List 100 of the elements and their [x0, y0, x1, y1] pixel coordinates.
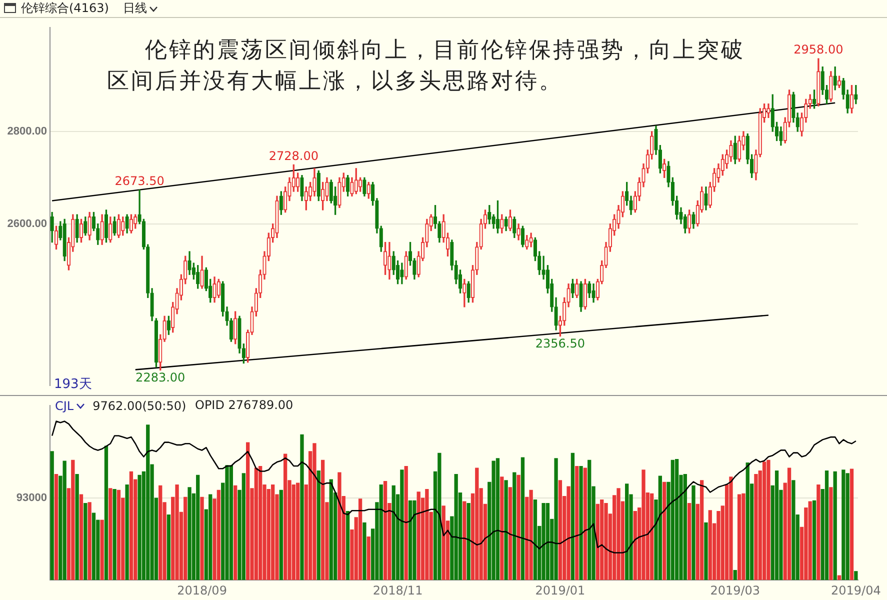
x-tick-label: 2019/01 — [535, 583, 586, 598]
candlestick — [388, 242, 392, 280]
bar — [379, 484, 383, 580]
annotation: 9762.00(50:50) — [92, 399, 186, 413]
bar — [196, 474, 200, 580]
candlestick — [520, 226, 525, 248]
candlestick — [100, 214, 104, 245]
bar — [266, 488, 270, 580]
candlestick — [850, 84, 854, 114]
candlestick — [492, 214, 496, 229]
candlestick — [362, 177, 366, 196]
bar — [575, 466, 579, 580]
candlestick — [216, 278, 221, 298]
bar — [833, 471, 837, 580]
bar — [270, 484, 275, 580]
y-tick-label: 2600.00 — [7, 218, 47, 230]
bar — [742, 493, 746, 580]
bar — [746, 462, 750, 580]
bar — [558, 480, 562, 580]
annotation: 2728.00 — [268, 148, 318, 163]
bar — [508, 487, 512, 580]
bar — [812, 500, 816, 580]
candlestick — [466, 281, 470, 303]
candlestick — [304, 186, 308, 210]
bar — [808, 501, 812, 580]
candlestick — [733, 136, 737, 164]
annotation: OPID 276789.00 — [195, 398, 294, 412]
candlestick — [516, 223, 520, 240]
bar — [588, 460, 592, 580]
bar — [674, 459, 679, 580]
bar — [766, 460, 770, 580]
bar — [683, 474, 687, 580]
annotation: 2958.00 — [794, 42, 844, 57]
bar — [75, 474, 79, 580]
bar — [408, 500, 412, 580]
annotation: 2283.00 — [136, 370, 186, 384]
bar — [546, 503, 550, 580]
bar — [492, 460, 496, 580]
chart-subtitle: 日线 — [122, 0, 147, 17]
bar — [71, 460, 75, 580]
candlestick — [570, 278, 575, 298]
candlestick — [629, 196, 633, 215]
bar — [529, 490, 533, 580]
candlestick — [325, 177, 329, 202]
bar — [554, 458, 558, 580]
bar — [296, 482, 300, 580]
candlestick — [704, 186, 708, 210]
bar — [125, 484, 129, 580]
bar — [254, 468, 258, 580]
candlestick — [212, 276, 216, 303]
candlestick — [312, 168, 316, 196]
bar — [92, 512, 96, 580]
candlestick — [508, 210, 512, 232]
x-tick-label: 2018/11 — [372, 583, 423, 598]
bar — [158, 485, 162, 580]
bar — [454, 474, 458, 580]
bar — [737, 494, 742, 580]
bar — [100, 520, 104, 580]
candlestick — [166, 316, 171, 335]
bar — [837, 575, 842, 580]
candlestick — [75, 214, 79, 243]
bar — [146, 424, 150, 580]
annotation: 2356.50 — [535, 336, 586, 350]
bar — [208, 494, 212, 580]
bar — [184, 496, 188, 580]
bar — [600, 500, 604, 580]
bar — [542, 503, 546, 580]
bar — [329, 479, 333, 580]
bar — [246, 442, 250, 580]
bar — [54, 474, 58, 580]
bar — [787, 468, 792, 580]
candlestick — [200, 256, 204, 289]
candlestick — [50, 212, 54, 243]
candlestick — [275, 196, 279, 238]
candlestick — [88, 212, 92, 240]
bar — [692, 485, 696, 580]
bar — [687, 503, 692, 580]
candlestick — [512, 216, 516, 238]
bar — [320, 460, 325, 580]
annotation: CJL — [55, 399, 74, 413]
bar — [579, 466, 583, 580]
bar — [84, 503, 88, 580]
candlestick — [346, 175, 350, 196]
bar — [616, 488, 620, 580]
bar — [475, 468, 479, 580]
bar — [438, 452, 442, 580]
candlestick — [500, 214, 504, 234]
bar — [104, 446, 108, 580]
bar — [604, 503, 608, 580]
bar — [138, 474, 142, 580]
bar — [425, 488, 429, 580]
bar — [392, 485, 396, 580]
bar — [242, 473, 246, 580]
bar — [312, 443, 316, 580]
bar — [700, 480, 704, 580]
candlestick — [583, 278, 588, 310]
bar — [416, 492, 420, 580]
bar — [824, 470, 829, 580]
bar — [129, 471, 134, 580]
candlestick — [504, 216, 508, 232]
